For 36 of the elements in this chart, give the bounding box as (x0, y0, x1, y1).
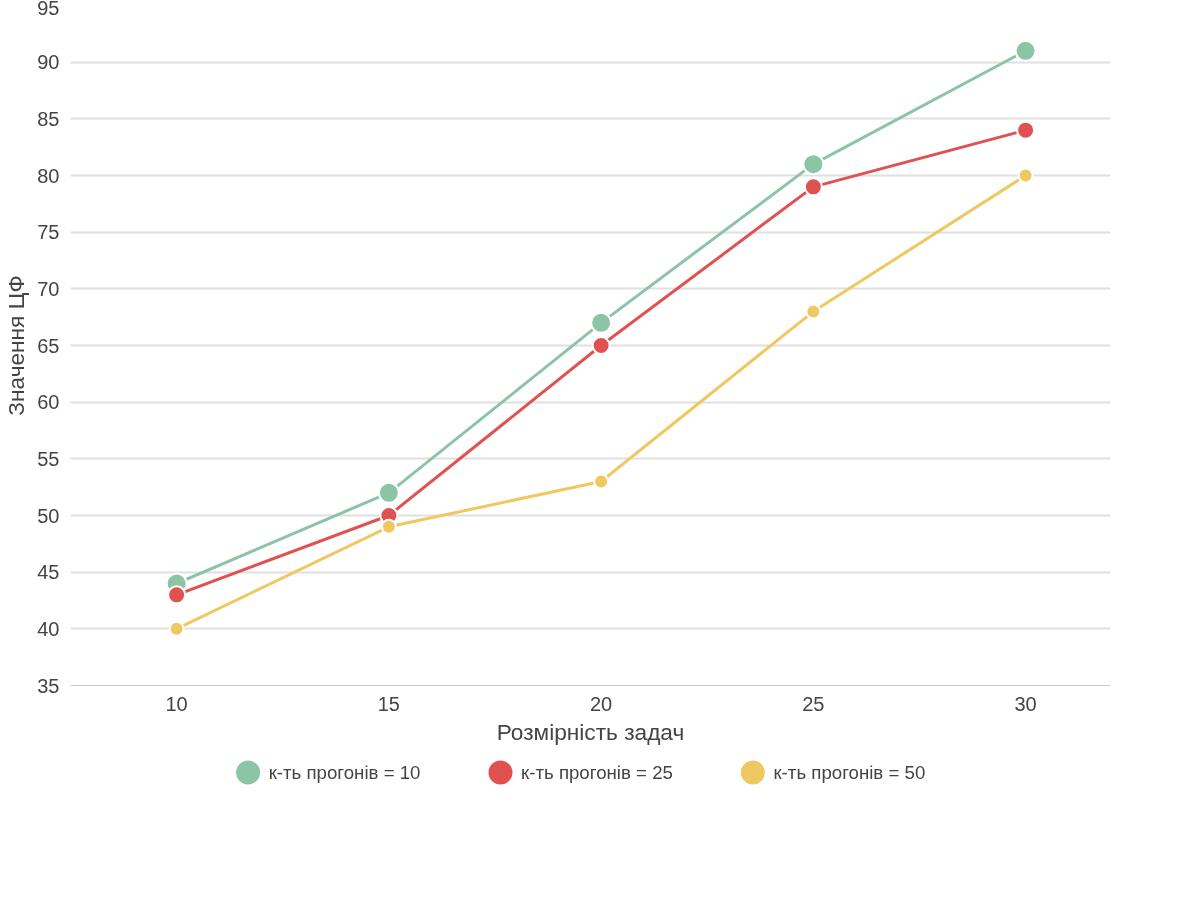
y-tick-label: 85 (37, 107, 60, 130)
y-tick-label: 45 (37, 561, 60, 584)
point (168, 620, 185, 637)
legend-label: к-ть прогонів = 25 (521, 762, 673, 783)
y-tick-label: 55 (37, 447, 60, 470)
x-axis-title: Розмірність задач (496, 718, 685, 745)
point (803, 177, 823, 197)
y-tick-label: 35 (37, 674, 60, 697)
point (377, 481, 400, 504)
x-tick-label: 30 (1014, 692, 1037, 715)
x-tick-label: 25 (802, 692, 825, 715)
point (1016, 120, 1036, 140)
x-tick-label: 15 (377, 692, 400, 715)
point (593, 473, 610, 490)
point (1014, 39, 1037, 62)
x-tick-label: 10 (165, 692, 188, 715)
y-tick-label: 50 (37, 504, 60, 527)
x-tick-label: 20 (589, 692, 613, 715)
y-tick-label: 65 (37, 334, 60, 357)
y-tick-label: 80 (37, 164, 60, 187)
y-tick-label: 75 (37, 221, 60, 244)
legend-label: к-ть прогонів = 50 (773, 762, 926, 783)
y-tick-label: 60 (37, 391, 60, 414)
y-axis-title: Значення ЦФ (3, 275, 30, 416)
point (802, 153, 825, 176)
y-tick-label: 95 (37, 0, 60, 19)
point (590, 311, 613, 334)
legend-label: к-ть прогонів = 10 (268, 762, 421, 783)
y-tick-label: 40 (37, 617, 60, 640)
y-tick-label: 70 (37, 277, 60, 300)
point (1017, 167, 1034, 184)
point (591, 336, 611, 355)
y-tick-label: 90 (37, 51, 60, 74)
point (167, 585, 187, 605)
point (805, 303, 822, 320)
point (380, 518, 397, 535)
